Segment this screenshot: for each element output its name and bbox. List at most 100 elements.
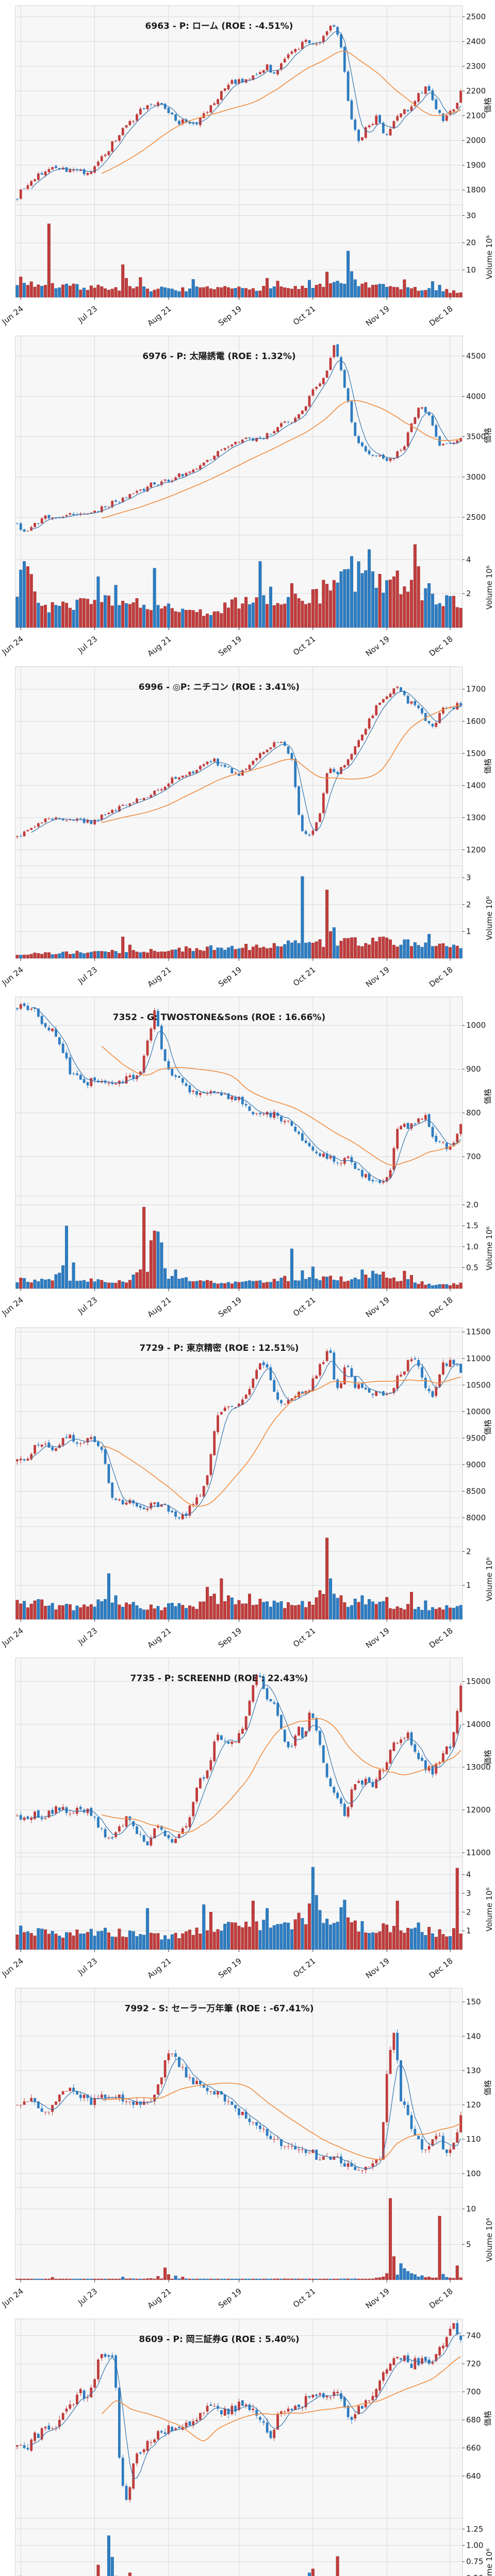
volume-bar — [297, 598, 301, 628]
volume-bar — [68, 2279, 72, 2280]
volume-bar — [304, 942, 308, 958]
candle — [244, 1716, 248, 1730]
volume-bar — [434, 1937, 438, 1950]
candle — [37, 2433, 40, 2438]
volume-bar — [357, 1602, 360, 1619]
candle — [76, 2394, 78, 2404]
candle — [118, 2387, 121, 2458]
volume-bar — [230, 600, 234, 628]
candle — [153, 1502, 156, 1504]
volume-bar — [118, 953, 121, 958]
stock-chart-section-6976: 6976 - P: 太陽誘電 (ROE : 1.32%) 4500 4000 3500… — [0, 330, 495, 661]
volume-axis-label: Volume 10⁶ — [485, 896, 494, 940]
candle — [171, 2427, 174, 2431]
candle — [238, 1733, 240, 1743]
volume-bar — [125, 1602, 128, 1619]
candle — [403, 2355, 406, 2361]
volume-bar — [170, 1276, 174, 1289]
volume-bar — [212, 1283, 216, 1289]
volume-bar — [378, 1275, 382, 1289]
date-tick-label: Jul 23 — [76, 965, 99, 986]
date-axis: Jun 24 Jul 23 Aug 21 Sep 19 Oct 21 Nov 19 Dec … — [0, 1949, 455, 1980]
candle — [199, 1093, 202, 1095]
date-axis: Jun 24 Jul 23 Aug 21 Sep 19 Oct 21 Nov 19 Dec … — [0, 958, 455, 989]
candle — [128, 121, 131, 125]
volume-bar — [431, 281, 434, 298]
volume-bar — [382, 592, 385, 628]
volume-bar — [417, 291, 420, 298]
candle — [157, 102, 159, 106]
date-tick-label: Dec 18 — [427, 1626, 455, 1650]
candle — [65, 167, 68, 172]
candle — [273, 1380, 276, 1392]
volume-bar — [181, 2277, 185, 2280]
candle — [333, 2156, 336, 2160]
volume-bar — [360, 573, 364, 628]
volume-bar — [82, 598, 86, 628]
volume-bar — [29, 2279, 33, 2280]
ma-short-line — [31, 1007, 461, 1182]
candle — [146, 1040, 149, 1056]
volume-bar — [269, 1927, 272, 1950]
volume-bar — [279, 286, 283, 298]
price-tick-label: 3000 — [466, 472, 486, 482]
candle — [111, 141, 114, 152]
volume-bar — [441, 291, 445, 298]
volume-bar — [371, 1270, 374, 1289]
candle — [325, 1154, 328, 1159]
volume-bar — [234, 1922, 237, 1950]
candle — [315, 387, 318, 389]
candle — [456, 1710, 459, 1734]
candle — [287, 422, 290, 423]
volume-bars — [15, 224, 463, 298]
candle — [385, 1762, 388, 1770]
ma-long-line — [102, 2082, 461, 2161]
volume-bar — [234, 1604, 237, 1619]
volume-bar — [389, 939, 392, 958]
volume-tick-label: 10 — [466, 2205, 476, 2214]
candle — [273, 2429, 276, 2438]
candle — [350, 100, 353, 120]
volume-bar — [149, 1240, 153, 1289]
candle — [252, 2122, 255, 2123]
volume-bar — [37, 284, 40, 298]
volume-bar — [364, 282, 368, 298]
volume-bar — [410, 1591, 414, 1619]
volume-bar — [385, 1278, 389, 1289]
volume-tick-label: 1 — [466, 927, 471, 936]
volume-bar — [350, 556, 353, 628]
candle — [357, 1384, 360, 1388]
candle — [319, 813, 321, 822]
candle — [23, 1003, 26, 1006]
candle — [427, 413, 431, 416]
candle — [333, 25, 336, 27]
candle — [368, 1174, 371, 1181]
volume-bar — [287, 1281, 290, 1289]
candle — [82, 1079, 86, 1083]
volume-bar — [149, 610, 153, 628]
candle — [202, 113, 205, 118]
candle — [421, 1118, 423, 1120]
volume-tick-label: 2 — [466, 589, 471, 599]
volume-bar — [318, 283, 322, 298]
candle — [459, 2335, 462, 2340]
volume-bar — [230, 1283, 234, 1289]
candle — [392, 1742, 395, 1751]
candle — [269, 434, 272, 435]
candle — [255, 1113, 258, 1114]
volume-bar — [406, 287, 410, 298]
candle — [248, 79, 251, 80]
volume-bar — [385, 2273, 389, 2280]
candle — [217, 451, 219, 457]
date-tick-label: Nov 19 — [364, 1295, 391, 1319]
volume-bar — [441, 606, 445, 628]
volume-tick-label: 3 — [466, 1889, 471, 1898]
candle — [65, 1053, 68, 1059]
volume-bar — [128, 944, 131, 958]
candle — [280, 63, 283, 70]
volume-axis-label: Volume 10⁶ — [485, 1557, 494, 1601]
volume-bar — [266, 604, 269, 628]
candle — [114, 141, 117, 142]
candle — [192, 2077, 195, 2084]
